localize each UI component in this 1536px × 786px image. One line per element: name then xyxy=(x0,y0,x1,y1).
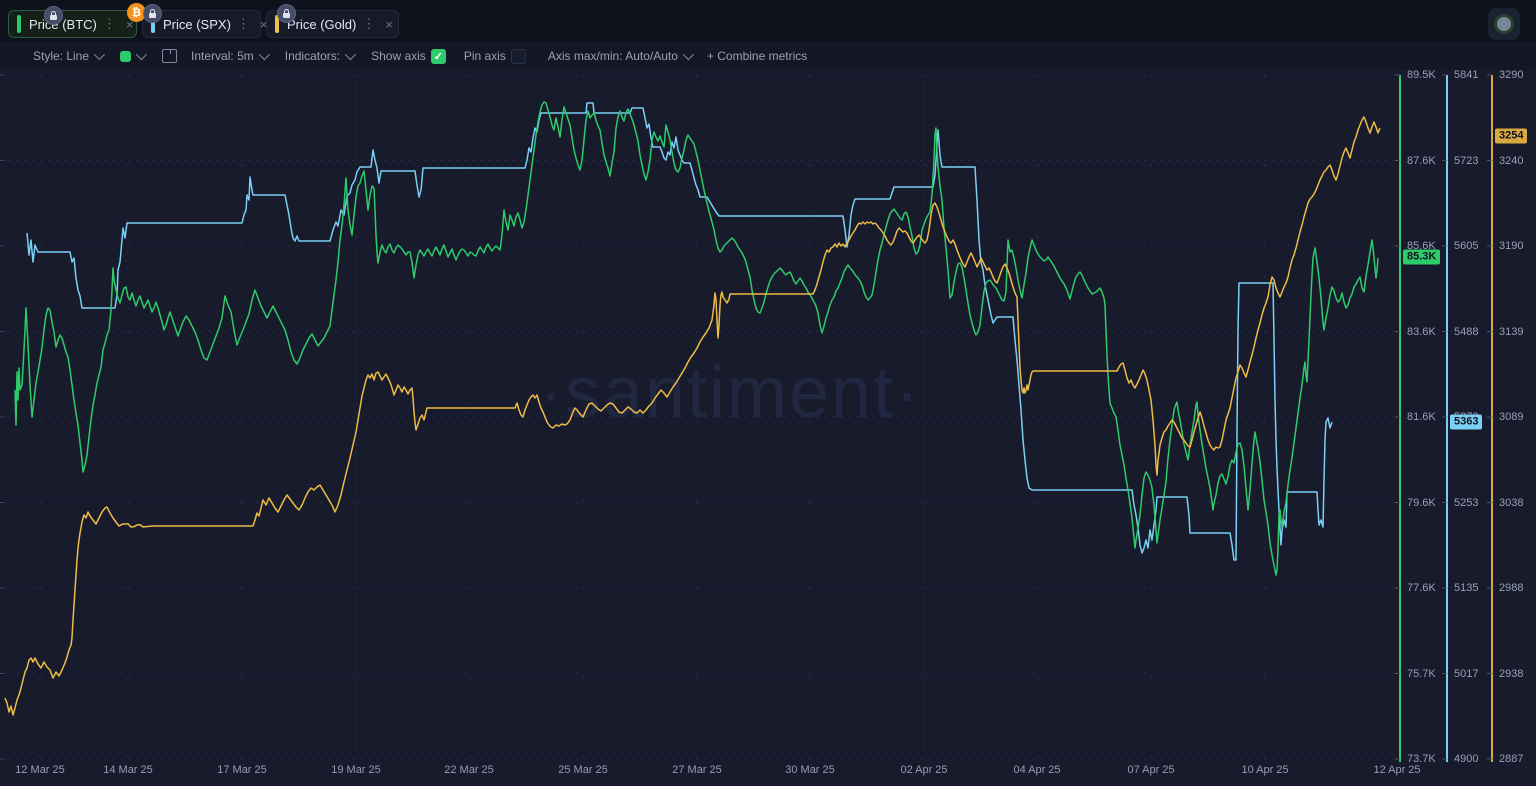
x-axis-date-label[interactable]: 27 Mar 25 xyxy=(672,764,722,776)
tab-label: Price (Gold) xyxy=(287,16,357,32)
spx-color-chip xyxy=(151,15,155,33)
show-axis-toggle[interactable]: Show axis ✓ xyxy=(371,48,446,64)
lock-icon xyxy=(44,6,63,25)
y-axis-label[interactable]: 3240 xyxy=(1499,154,1524,167)
btc-color-chip xyxy=(17,15,21,33)
y-axis-label[interactable]: 85.6K xyxy=(1407,240,1436,252)
x-axis-date-label[interactable]: 12 Apr 25 xyxy=(1373,764,1421,776)
y-axis-label[interactable]: 73.7K xyxy=(1407,753,1436,765)
lock-icon xyxy=(277,4,296,23)
y-axis-label[interactable]: 3139 xyxy=(1499,325,1524,338)
lock-icon xyxy=(143,4,162,23)
indicators-label: Indicators: xyxy=(284,49,341,63)
tab-price-spx[interactable]: Price (SPX) ⋮ × xyxy=(142,10,268,38)
tab-label: Price (SPX) xyxy=(163,16,231,32)
close-icon[interactable]: × xyxy=(385,16,393,32)
santiment-watermark: ·santiment· xyxy=(538,353,922,433)
y-axis-label[interactable]: 2938 xyxy=(1499,667,1524,680)
y-axis-label[interactable]: 77.6K xyxy=(1407,582,1436,594)
interval-label: Interval: 5m xyxy=(191,49,254,63)
x-axis-date-label[interactable]: 25 Mar 25 xyxy=(558,764,608,776)
y-axis-label[interactable]: 5488 xyxy=(1454,325,1479,338)
indicators-dropdown[interactable]: Indicators: xyxy=(284,48,357,63)
x-axis-date-label[interactable]: 22 Mar 25 xyxy=(444,764,494,776)
circle-icon xyxy=(1494,14,1514,34)
x-axis-date-label[interactable]: 12 Mar 25 xyxy=(15,764,65,776)
y-axis-label[interactable]: 87.6K xyxy=(1407,154,1436,167)
series-price-spx- xyxy=(26,102,1333,561)
kebab-menu-icon[interactable]: ⋮ xyxy=(236,16,250,31)
chevron-down-icon xyxy=(344,48,357,61)
pin-axis-checkbox[interactable] xyxy=(510,48,526,64)
chevron-down-icon xyxy=(258,48,270,61)
axis-maxmin-dropdown[interactable]: Axis max/min: Auto/Auto xyxy=(547,48,694,63)
style-label: Style: Line xyxy=(33,49,90,63)
chart-layout-icon xyxy=(162,49,178,63)
x-axis-date-label[interactable]: 04 Apr 25 xyxy=(1013,764,1061,776)
series-price-gold- xyxy=(4,116,1381,716)
chart-canvas[interactable]: ·santiment· 89.5K 87.6K 85.6K 83.6K 81.6K 79.… xyxy=(0,69,1536,786)
y-axis-label[interactable]: 5253 xyxy=(1454,496,1479,509)
y-axis-label[interactable]: 5605 xyxy=(1454,240,1479,252)
show-axis-label: Show axis xyxy=(371,49,426,63)
y-axis-label[interactable]: 5723 xyxy=(1454,154,1479,167)
bitcoin-icon: ₿ xyxy=(127,3,146,22)
y-axis-label[interactable]: 5135 xyxy=(1454,582,1479,594)
x-axis-date-label[interactable]: 19 Mar 25 xyxy=(331,764,381,776)
color-swatch xyxy=(120,50,132,62)
close-icon[interactable]: × xyxy=(125,16,134,32)
x-axis-date-label[interactable]: 17 Mar 25 xyxy=(217,764,267,776)
circle-icon-button[interactable] xyxy=(1488,8,1520,40)
kebab-menu-icon[interactable]: ⋮ xyxy=(362,16,376,31)
y-axis-label[interactable]: 3089 xyxy=(1499,411,1524,423)
y-axis-label[interactable]: 2988 xyxy=(1499,582,1524,594)
x-axis-date-label[interactable]: 14 Mar 25 xyxy=(103,764,153,776)
y-axis-label[interactable]: 5841 xyxy=(1454,69,1479,81)
y-axis-label[interactable]: 3190 xyxy=(1499,240,1524,252)
last-value-badge: 5363 xyxy=(1450,414,1483,430)
chart-toolbar: Style: Line Interval: 5m Indicators: Sho… xyxy=(0,42,1536,70)
layout-button[interactable] xyxy=(162,49,178,63)
x-axis-date-label[interactable]: 07 Apr 25 xyxy=(1127,764,1175,776)
series-price-btc- xyxy=(14,101,1379,576)
plot-svg xyxy=(0,74,1493,762)
x-axis-date-label[interactable]: 30 Mar 25 xyxy=(785,764,835,776)
pin-axis-toggle[interactable]: Pin axis xyxy=(463,48,526,64)
last-value-badge: 85.3K xyxy=(1403,249,1441,265)
tab-price-btc[interactable]: Price (BTC) ⋮ × xyxy=(8,10,137,38)
style-dropdown[interactable]: Style: Line xyxy=(33,48,106,63)
chevron-down-icon xyxy=(135,48,148,61)
axis-maxmin-label: Axis max/min: Auto/Auto xyxy=(547,49,678,63)
show-axis-checkbox[interactable]: ✓ xyxy=(430,48,446,64)
x-axis-date-label[interactable]: 02 Apr 25 xyxy=(900,764,948,776)
y-axis-label[interactable]: 89.5K xyxy=(1407,69,1436,81)
tab-label: Price (BTC) xyxy=(29,16,97,32)
gold-color-chip xyxy=(275,15,279,33)
pin-axis-label: Pin axis xyxy=(463,49,506,63)
y-axis-label[interactable]: 3290 xyxy=(1499,69,1524,81)
y-axis-label[interactable]: 79.6K xyxy=(1407,496,1436,509)
y-axis-label[interactable]: 75.7K xyxy=(1407,667,1436,680)
last-value-badge: 3254 xyxy=(1495,128,1528,144)
close-icon[interactable]: × xyxy=(259,16,268,32)
y-axis-label[interactable]: 83.6K xyxy=(1407,325,1436,338)
x-axis-date-label[interactable]: 10 Apr 25 xyxy=(1241,764,1289,776)
y-axis-label[interactable]: 2887 xyxy=(1499,753,1524,765)
interval-dropdown[interactable]: Interval: 5m xyxy=(191,48,270,63)
combine-metrics-label: + Combine metrics xyxy=(706,49,808,63)
metric-tab-bar: Price (BTC) ⋮ × Price (SPX) ⋮ × Price (G… xyxy=(0,0,1536,42)
chevron-down-icon xyxy=(93,48,106,61)
color-dropdown[interactable] xyxy=(120,48,148,62)
combine-metrics-button[interactable]: + Combine metrics xyxy=(707,49,807,63)
y-axis-label[interactable]: 5017 xyxy=(1454,667,1479,680)
chevron-down-icon xyxy=(682,48,694,61)
y-axis-label[interactable]: 4900 xyxy=(1454,753,1479,765)
y-axis-label[interactable]: 81.6K xyxy=(1407,411,1436,423)
y-axis-label[interactable]: 3038 xyxy=(1499,496,1524,509)
kebab-menu-icon[interactable]: ⋮ xyxy=(102,16,116,31)
